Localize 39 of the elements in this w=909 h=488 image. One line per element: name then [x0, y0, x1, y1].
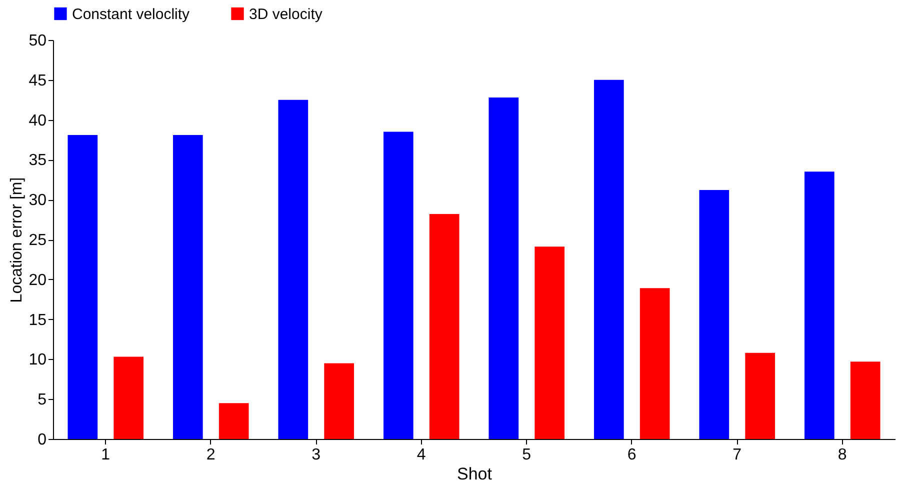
bar: [804, 172, 834, 439]
x-tick-label: 7: [732, 446, 742, 464]
bar: [534, 246, 565, 439]
y-tick-label: 5: [38, 392, 47, 409]
bar: [488, 97, 519, 439]
y-tick-label: 30: [28, 192, 47, 210]
y-tick-label: 40: [28, 112, 47, 130]
y-tick-label: 0: [38, 432, 47, 448]
y-tick-label: 50: [28, 32, 47, 50]
bar: [218, 403, 249, 439]
bar: [699, 190, 730, 439]
y-tick-label: 25: [28, 232, 47, 249]
bar: [745, 352, 776, 439]
y-tick-label: 20: [28, 272, 47, 289]
y-axis-title: Location error [m]: [8, 177, 26, 303]
bar: [640, 288, 670, 439]
x-tick-label: 8: [838, 446, 847, 464]
bar: [172, 134, 203, 439]
bar: [383, 132, 414, 439]
bar: [114, 356, 144, 439]
bar: [278, 100, 308, 439]
y-tick-label: 10: [28, 352, 47, 369]
legend-label: Constant veloclity: [72, 6, 190, 23]
bar: [850, 362, 880, 439]
y-tick-label: 15: [28, 312, 47, 329]
x-tick-label: 1: [101, 446, 110, 464]
legend-label: 3D velocity: [249, 6, 323, 23]
bar: [429, 214, 460, 439]
bar: [594, 80, 624, 439]
x-tick-label: 2: [206, 446, 216, 464]
x-axis-title: Shot: [457, 464, 492, 484]
x-tick-label: 4: [416, 446, 426, 464]
bar: [324, 363, 354, 439]
y-tick-label: 35: [28, 152, 47, 170]
y-tick-label: 45: [28, 72, 47, 90]
x-tick-label: 3: [312, 446, 321, 464]
x-tick-label: 6: [627, 446, 636, 464]
bar: [68, 134, 98, 439]
x-tick-label: 5: [522, 446, 532, 464]
